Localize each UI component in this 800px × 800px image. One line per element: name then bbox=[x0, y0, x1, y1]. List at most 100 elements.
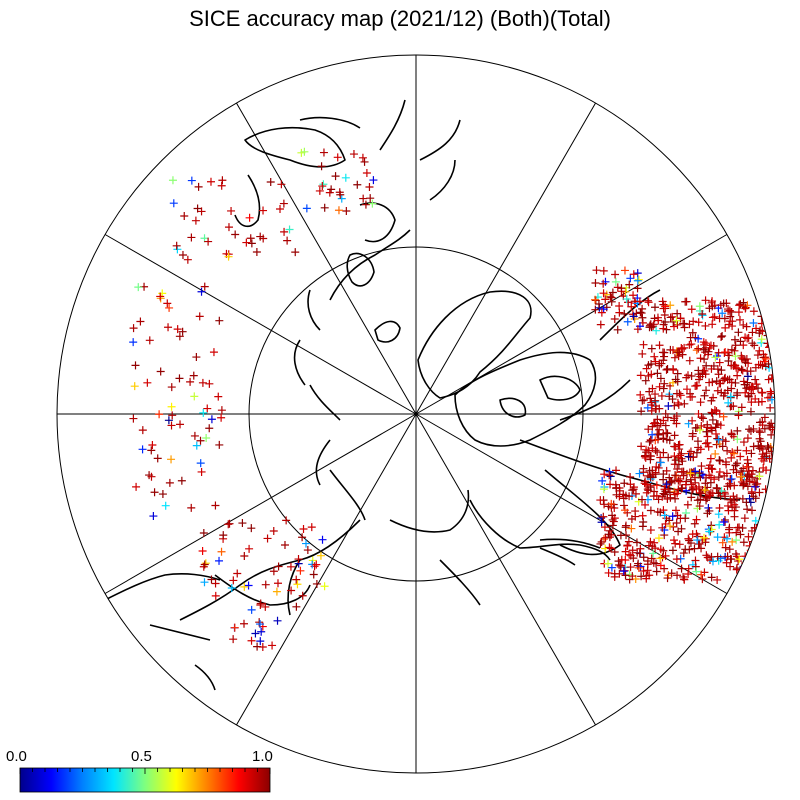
accuracy-marker bbox=[656, 419, 665, 428]
accuracy-marker bbox=[748, 328, 757, 337]
accuracy-marker bbox=[597, 518, 606, 527]
accuracy-marker bbox=[191, 216, 200, 225]
accuracy-marker bbox=[729, 402, 738, 411]
accuracy-marker bbox=[656, 545, 665, 554]
accuracy-marker bbox=[256, 637, 265, 646]
accuracy-marker bbox=[634, 559, 643, 568]
accuracy-marker bbox=[692, 346, 701, 355]
accuracy-marker bbox=[608, 521, 617, 530]
accuracy-marker bbox=[224, 252, 233, 261]
accuracy-marker bbox=[715, 503, 724, 512]
accuracy-marker bbox=[723, 386, 732, 395]
accuracy-marker bbox=[673, 369, 682, 378]
accuracy-marker bbox=[217, 181, 226, 190]
accuracy-marker bbox=[199, 529, 208, 538]
accuracy-marker bbox=[696, 354, 705, 363]
accuracy-marker bbox=[672, 555, 681, 564]
accuracy-marker bbox=[629, 270, 638, 279]
accuracy-marker bbox=[688, 530, 697, 539]
accuracy-marker bbox=[644, 446, 653, 455]
greenland-coast bbox=[417, 290, 532, 399]
accuracy-marker bbox=[291, 248, 300, 257]
accuracy-marker bbox=[715, 456, 724, 465]
accuracy-marker bbox=[173, 325, 182, 334]
accuracy-marker bbox=[129, 324, 138, 333]
accuracy-marker bbox=[766, 403, 775, 412]
accuracy-marker bbox=[693, 496, 702, 505]
accuracy-marker bbox=[732, 536, 741, 545]
meridian-line bbox=[415, 102, 596, 415]
accuracy-marker bbox=[746, 564, 755, 573]
accuracy-marker bbox=[679, 572, 688, 581]
accuracy-marker bbox=[298, 533, 307, 542]
accuracy-marker bbox=[656, 561, 665, 570]
accuracy-marker bbox=[711, 449, 720, 458]
accuracy-marker bbox=[705, 471, 714, 480]
accuracy-marker bbox=[739, 320, 748, 329]
accuracy-marker bbox=[161, 501, 170, 510]
accuracy-marker bbox=[158, 490, 167, 499]
accuracy-marker bbox=[224, 520, 233, 529]
accuracy-marker bbox=[217, 413, 226, 422]
accuracy-marker bbox=[661, 317, 670, 326]
accuracy-marker bbox=[679, 549, 688, 558]
accuracy-marker bbox=[726, 475, 735, 484]
accuracy-marker bbox=[714, 435, 723, 444]
accuracy-marker bbox=[143, 378, 152, 387]
accuracy-marker bbox=[693, 536, 702, 545]
accuracy-marker bbox=[685, 356, 694, 365]
accuracy-marker bbox=[720, 314, 729, 323]
accuracy-marker bbox=[261, 580, 270, 589]
accuracy-marker bbox=[317, 162, 326, 171]
accuracy-marker bbox=[734, 308, 743, 317]
accuracy-marker bbox=[660, 511, 669, 520]
accuracy-marker bbox=[639, 566, 648, 575]
accuracy-marker bbox=[203, 404, 212, 413]
accuracy-marker bbox=[673, 309, 682, 318]
accuracy-marker bbox=[629, 312, 638, 321]
accuracy-marker bbox=[621, 555, 630, 564]
colorbar-max-label: 1.0 bbox=[252, 748, 273, 765]
accuracy-marker bbox=[312, 560, 321, 569]
accuracy-marker bbox=[670, 431, 679, 440]
accuracy-marker bbox=[613, 283, 622, 292]
accuracy-marker bbox=[613, 325, 622, 334]
accuracy-marker bbox=[612, 466, 621, 475]
accuracy-marker bbox=[215, 440, 224, 449]
accuracy-marker bbox=[620, 309, 629, 318]
accuracy-marker bbox=[736, 530, 745, 539]
accuracy-marker bbox=[167, 421, 176, 430]
accuracy-marker bbox=[671, 442, 680, 451]
accuracy-marker bbox=[200, 578, 209, 587]
accuracy-marker bbox=[718, 442, 727, 451]
accuracy-marker bbox=[726, 317, 735, 326]
accuracy-marker bbox=[200, 282, 209, 291]
accuracy-marker bbox=[656, 374, 665, 383]
accuracy-marker bbox=[727, 345, 736, 354]
accuracy-marker bbox=[229, 635, 238, 644]
accuracy-marker bbox=[318, 535, 327, 544]
accuracy-marker bbox=[656, 458, 665, 467]
accuracy-marker bbox=[674, 400, 683, 409]
accuracy-marker bbox=[700, 391, 709, 400]
accuracy-marker bbox=[319, 148, 328, 157]
accuracy-marker bbox=[637, 442, 646, 451]
accuracy-marker bbox=[187, 233, 196, 242]
accuracy-marker bbox=[646, 537, 655, 546]
accuracy-marker bbox=[353, 180, 362, 189]
accuracy-marker bbox=[721, 543, 730, 552]
accuracy-marker bbox=[648, 444, 657, 453]
accuracy-marker bbox=[299, 524, 308, 533]
accuracy-marker bbox=[605, 543, 614, 552]
accuracy-marker bbox=[641, 500, 650, 509]
accuracy-marker bbox=[217, 406, 226, 415]
accuracy-marker bbox=[725, 351, 734, 360]
accuracy-marker bbox=[138, 426, 147, 435]
accuracy-marker bbox=[599, 512, 608, 521]
accuracy-marker bbox=[280, 541, 289, 550]
accuracy-marker bbox=[745, 425, 754, 434]
accuracy-marker bbox=[754, 384, 763, 393]
accuracy-marker bbox=[662, 365, 671, 374]
accuracy-marker bbox=[204, 237, 213, 246]
accuracy-marker bbox=[639, 518, 648, 527]
